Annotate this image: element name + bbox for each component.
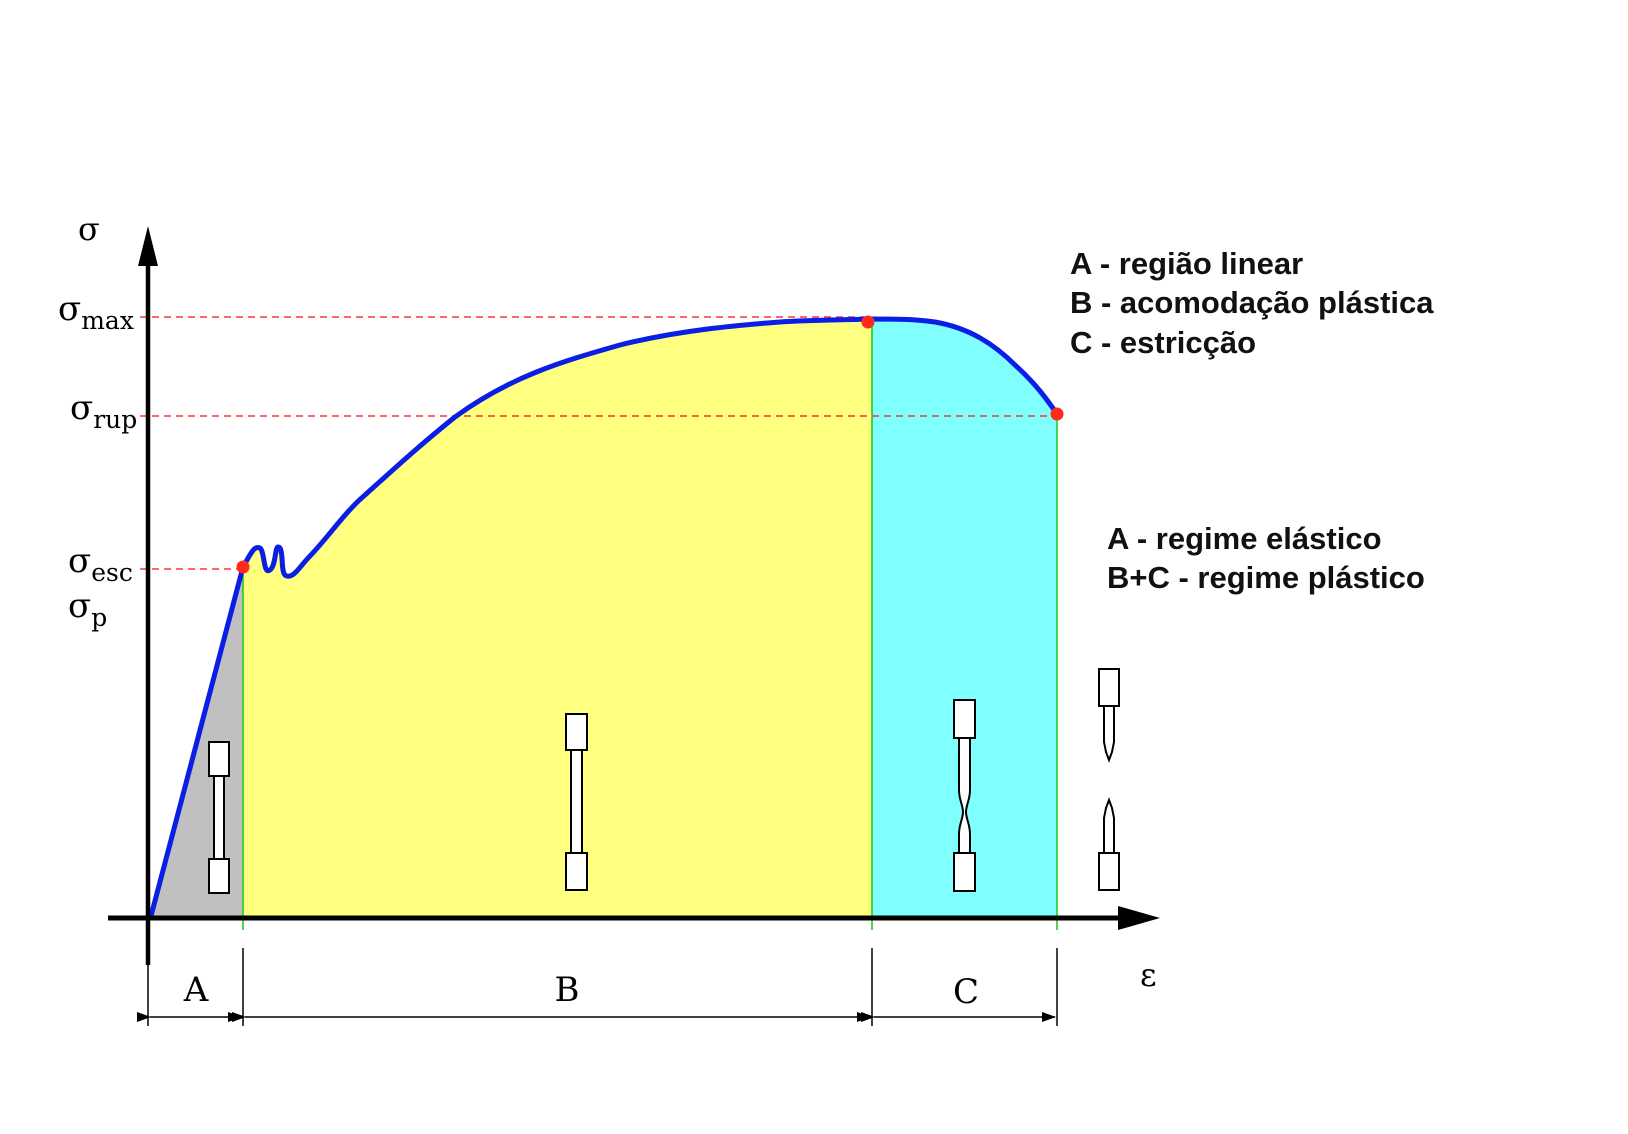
specimen-fractured-icon	[1098, 668, 1120, 891]
point-rupture	[1050, 407, 1064, 421]
region-b-fill	[243, 319, 872, 916]
specimen-necking-icon	[953, 699, 976, 892]
legend-regime-plastic: B+C - regime plástico	[1107, 560, 1425, 595]
label-sigma-p: σp	[68, 586, 107, 632]
point-yield	[236, 560, 250, 574]
legend-regions: A - região linear B - acomodação plástic…	[1070, 246, 1434, 360]
specimen-plastic-icon	[565, 713, 588, 891]
point-max	[861, 315, 875, 329]
y-axis-label: σ	[78, 210, 100, 248]
legend-regimes: A - regime elástico B+C - regime plástic…	[1107, 521, 1425, 595]
label-sigma-max: σmax	[58, 289, 134, 335]
region-label-a: A	[183, 970, 209, 1010]
region-label-b: B	[555, 970, 580, 1010]
specimen-elastic-icon	[208, 741, 230, 894]
label-sigma-esc: σesc	[68, 541, 133, 587]
dimension-ticks	[147, 948, 1058, 1026]
x-axis-label: ε	[1140, 956, 1157, 994]
region-c-fill	[872, 319, 1057, 916]
y-axis-arrow-icon	[138, 226, 158, 266]
legend-regime-elastic: A - regime elástico	[1107, 521, 1382, 556]
legend-region-a: A - região linear	[1070, 246, 1303, 281]
stress-strain-curve	[148, 316, 1060, 919]
label-sigma-rup: σrup	[70, 388, 137, 434]
legend-region-b: B - acomodação plástica	[1070, 285, 1434, 320]
region-label-c: C	[953, 972, 979, 1012]
legend-region-c: C - estricção	[1070, 325, 1256, 360]
x-axis-arrow-icon	[1118, 906, 1160, 930]
